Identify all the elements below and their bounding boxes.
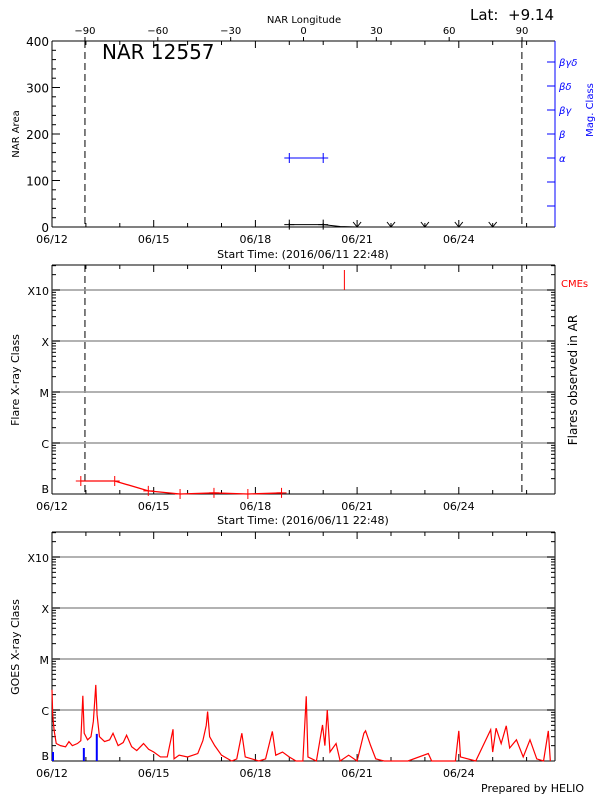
x-tick-label: 06/21 [341, 500, 373, 513]
longitude-tick-label: −60 [147, 26, 168, 37]
flare-point [143, 485, 154, 496]
longitude-tick-label: 90 [516, 26, 529, 37]
class-tick-label: B [41, 750, 49, 763]
y-tick-label: 300 [26, 82, 49, 96]
y-tick-label: 0 [41, 221, 49, 235]
area-point [284, 219, 295, 230]
class-tick-label: M [40, 654, 50, 667]
longitude-tick-label: 30 [370, 26, 383, 37]
mag-class-tick-label: βδ [558, 82, 572, 93]
mag-class-tick-label: βγδ [558, 58, 577, 69]
x-tick-label: 06/18 [240, 233, 272, 246]
flare-series-line [80, 480, 282, 495]
x-tick-label: 06/21 [341, 767, 373, 780]
mag-class-point [318, 153, 329, 163]
x-tick-label: 06/24 [443, 233, 475, 246]
zero-area-marker [352, 221, 362, 228]
flare-point [75, 475, 86, 486]
longitude-tick-label: 60 [443, 26, 456, 37]
mag-class-tick-label: α [559, 154, 566, 165]
y-tick-label: 200 [26, 128, 49, 142]
area-series-line [289, 224, 358, 228]
flare-point [175, 489, 186, 499]
x-tick-label: 06/15 [138, 767, 170, 780]
class-tick-label: X [41, 603, 49, 616]
class-tick-label: X10 [27, 552, 49, 565]
flares-observed-axis-label: Flares observed in AR [566, 315, 580, 445]
zero-area-marker [488, 221, 498, 228]
x-tick-label: 06/18 [240, 767, 272, 780]
class-tick-label: C [41, 438, 49, 451]
longitude-tick-label: −90 [74, 26, 95, 37]
area-axis-label: NAR Area [11, 110, 22, 157]
x-tick-label: 06/12 [36, 233, 68, 246]
mag-class-axis-label: Mag. Class [585, 83, 596, 137]
x-tick-label: 06/18 [240, 500, 272, 513]
class-tick-label: X10 [27, 285, 49, 298]
goes-flux-line [51, 684, 551, 762]
goes-class-axis-label: GOES X-ray Class [9, 599, 22, 695]
mag-class-tick-label: β [558, 130, 566, 141]
class-tick-label: C [41, 705, 49, 718]
flare-point [208, 487, 219, 498]
mag-class-point [284, 153, 295, 163]
flare-point [242, 489, 253, 499]
x-tick-label: 06/15 [138, 233, 170, 246]
zero-area-marker [420, 221, 430, 228]
credit-label: Prepared by HELIO [481, 782, 584, 795]
class-tick-label: M [40, 387, 50, 400]
flare-point [276, 487, 287, 498]
latitude-readout: Lat: +9.14 [470, 6, 554, 24]
x-tick-label: 06/24 [443, 767, 475, 780]
mag-class-tick-label: βγ [558, 106, 572, 117]
longitude-tick-label: −30 [220, 26, 241, 37]
cme-label: CMEs [561, 279, 588, 290]
x-tick-label: 06/24 [443, 500, 475, 513]
start-time-label-middle: Start Time: (2016/06/11 22:48) [217, 514, 389, 527]
x-tick-label: 06/15 [138, 500, 170, 513]
y-tick-label: 400 [26, 35, 49, 49]
flare-class-axis-label: Flare X-ray Class [9, 334, 22, 426]
flare-point [109, 475, 120, 486]
longitude-tick-label: 0 [300, 26, 306, 37]
x-tick-label: 06/12 [36, 500, 68, 513]
longitude-axis-label: NAR Longitude [267, 15, 341, 26]
zero-area-marker [454, 221, 464, 228]
start-time-label-top: Start Time: (2016/06/11 22:48) [217, 248, 389, 261]
region-title: NAR 12557 [102, 40, 215, 64]
class-tick-label: B [41, 483, 49, 496]
area-point [318, 219, 329, 230]
zero-area-marker [386, 221, 396, 228]
class-tick-label: X [41, 336, 49, 349]
x-tick-label: 06/12 [36, 767, 68, 780]
x-tick-label: 06/21 [341, 233, 373, 246]
y-tick-label: 100 [26, 175, 49, 189]
